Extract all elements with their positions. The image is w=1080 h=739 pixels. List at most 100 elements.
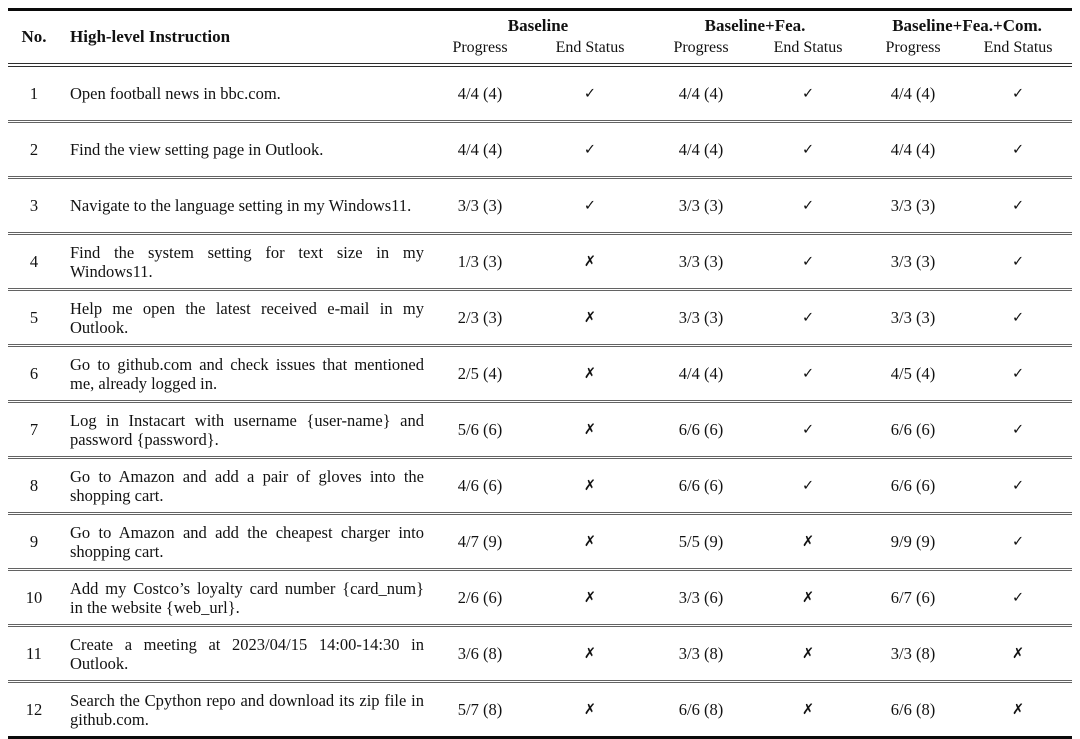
baseline-progress-cell: 4/6 (6)	[457, 475, 503, 495]
baseline-fea-com-progress-cell: 3/3 (3)	[890, 251, 936, 271]
baseline-fea-progress-cell: 3/3 (6)	[678, 587, 724, 607]
baseline-fea-com-end-status-cell: ✗	[1011, 701, 1025, 718]
baseline-fea-com-progress-cell: 9/9 (9)	[890, 531, 936, 551]
baseline-progress-cell: 1/3 (3)	[457, 251, 503, 271]
table-row: 10 Add my Costco’s loyalty card number {…	[8, 569, 1073, 626]
row-number: 5	[29, 307, 39, 327]
row-number: 4	[29, 251, 39, 271]
baseline-fea-end-status-cell: ✓	[801, 141, 815, 158]
instruction-cell: Go to Amazon and add a pair of gloves in…	[70, 466, 424, 505]
instruction-cell: Go to github.com and check issues that m…	[70, 354, 424, 393]
baseline-fea-progress-cell: 6/6 (8)	[678, 699, 724, 719]
baseline-end-status-cell: ✗	[583, 533, 597, 550]
instruction-cell: Open football news in bbc.com.	[70, 84, 281, 103]
baseline-end-status-cell: ✗	[583, 309, 597, 326]
table-row: 4 Find the system setting for text size …	[8, 233, 1073, 290]
baseline-fea-com-end-status-cell: ✓	[1011, 309, 1025, 326]
baseline-progress-cell: 5/6 (6)	[457, 419, 503, 439]
row-number: 6	[29, 363, 39, 383]
table-header: No. High-level Instruction Baseline Base…	[8, 10, 1073, 65]
baseline-progress-cell: 3/3 (3)	[457, 195, 503, 215]
baseline-end-status-cell: ✗	[583, 365, 597, 382]
row-number: 12	[25, 699, 43, 719]
baseline-fea-end-status-cell: ✓	[801, 85, 815, 102]
baseline-fea-end-status-cell: ✓	[801, 253, 815, 270]
table-row: 12 Search the Cpython repo and download …	[8, 681, 1073, 738]
baseline-fea-progress-cell: 4/4 (4)	[678, 363, 724, 383]
baseline-end-status-cell: ✗	[583, 701, 597, 718]
baseline-fea-com-end-status-cell: ✓	[1011, 589, 1025, 606]
baseline-fea-progress-cell: 6/6 (6)	[678, 475, 724, 495]
table-row: 11 Create a meeting at 2023/04/15 14:00-…	[8, 625, 1073, 682]
baseline-progress-cell: 2/3 (3)	[457, 307, 503, 327]
header-group-baseline-fea-com: Baseline+Fea.+Com.	[892, 16, 1042, 35]
row-number: 2	[29, 139, 39, 159]
instruction-cell: Find the view setting page in Outlook.	[70, 140, 324, 159]
baseline-fea-end-status-cell: ✗	[801, 589, 815, 606]
baseline-fea-com-progress-cell: 4/5 (4)	[890, 363, 936, 383]
results-table: No. High-level Instruction Baseline Base…	[8, 8, 1073, 739]
instruction-cell: Add my Costco’s loyalty card number {car…	[70, 578, 424, 617]
header-no: No.	[21, 27, 47, 46]
baseline-progress-cell: 3/6 (8)	[457, 643, 503, 663]
header-baseline-fea-progress: Progress	[673, 39, 729, 56]
baseline-fea-com-progress-cell: 3/3 (3)	[890, 195, 936, 215]
baseline-fea-progress-cell: 4/4 (4)	[678, 139, 724, 159]
instruction-cell: Find the system setting for text size in…	[70, 242, 424, 281]
instruction-cell: Log in Instacart with username {user-nam…	[70, 410, 424, 449]
baseline-end-status-cell: ✓	[583, 85, 597, 102]
baseline-end-status-cell: ✗	[583, 645, 597, 662]
table-row: 1 Open football news in bbc.com. 4/4 (4)…	[8, 65, 1072, 122]
baseline-fea-com-end-status-cell: ✗	[1011, 645, 1025, 662]
instruction-cell: Search the Cpython repo and download its…	[70, 690, 424, 729]
row-number: 8	[29, 475, 39, 495]
header-group-baseline-fea: Baseline+Fea.	[704, 16, 806, 35]
table-row: 6 Go to github.com and check issues that…	[8, 345, 1073, 402]
instruction-cell: Create a meeting at 2023/04/15 14:00-14:…	[70, 634, 424, 673]
baseline-fea-progress-cell: 4/4 (4)	[678, 83, 724, 103]
table-body: 1 Open football news in bbc.com. 4/4 (4)…	[8, 65, 1073, 738]
baseline-progress-cell: 5/7 (8)	[457, 699, 503, 719]
baseline-fea-progress-cell: 3/3 (3)	[678, 195, 724, 215]
baseline-fea-end-status-cell: ✓	[801, 477, 815, 494]
header-sub-row: Progress End Status Progress End Status …	[8, 36, 1072, 65]
baseline-fea-com-progress-cell: 6/6 (8)	[890, 699, 936, 719]
baseline-end-status-cell: ✗	[583, 477, 597, 494]
baseline-end-status-cell: ✗	[583, 253, 597, 270]
baseline-progress-cell: 2/5 (4)	[457, 363, 503, 383]
row-number: 10	[25, 587, 43, 607]
baseline-fea-com-end-status-cell: ✓	[1011, 533, 1025, 550]
row-number: 3	[29, 195, 39, 215]
baseline-fea-end-status-cell: ✓	[801, 365, 815, 382]
baseline-fea-com-progress-cell: 3/3 (8)	[890, 643, 936, 663]
baseline-end-status-cell: ✗	[583, 589, 597, 606]
baseline-fea-end-status-cell: ✓	[801, 421, 815, 438]
baseline-fea-progress-cell: 6/6 (6)	[678, 419, 724, 439]
baseline-fea-end-status-cell: ✗	[801, 645, 815, 662]
baseline-fea-end-status-cell: ✓	[801, 197, 815, 214]
header-group-row: No. High-level Instruction Baseline Base…	[8, 10, 1072, 46]
baseline-fea-com-end-status-cell: ✓	[1011, 477, 1025, 494]
header-instruction: High-level Instruction	[70, 27, 231, 46]
baseline-fea-com-progress-cell: 6/6 (6)	[890, 475, 936, 495]
instruction-cell: Go to Amazon and add the cheapest charge…	[70, 522, 424, 561]
baseline-fea-com-progress-cell: 4/4 (4)	[890, 83, 936, 103]
header-group-baseline: Baseline	[507, 16, 569, 35]
baseline-end-status-cell: ✓	[583, 197, 597, 214]
baseline-fea-com-end-status-cell: ✓	[1011, 253, 1025, 270]
baseline-fea-progress-cell: 3/3 (8)	[678, 643, 724, 663]
header-baseline-fea-com-end-status: End Status	[983, 39, 1053, 56]
baseline-fea-end-status-cell: ✗	[801, 533, 815, 550]
baseline-fea-end-status-cell: ✓	[801, 309, 815, 326]
baseline-fea-com-progress-cell: 6/6 (6)	[890, 419, 936, 439]
baseline-fea-com-end-status-cell: ✓	[1011, 141, 1025, 158]
row-number: 7	[29, 419, 39, 439]
baseline-fea-com-end-status-cell: ✓	[1011, 421, 1025, 438]
instruction-cell: Navigate to the language setting in my W…	[70, 196, 412, 215]
baseline-fea-end-status-cell: ✗	[801, 701, 815, 718]
table-row: 9 Go to Amazon and add the cheapest char…	[8, 513, 1073, 570]
baseline-fea-com-progress-cell: 6/7 (6)	[890, 587, 936, 607]
table-row: 3 Navigate to the language setting in my…	[8, 177, 1073, 234]
row-number: 9	[29, 531, 39, 551]
baseline-fea-progress-cell: 3/3 (3)	[678, 251, 724, 271]
